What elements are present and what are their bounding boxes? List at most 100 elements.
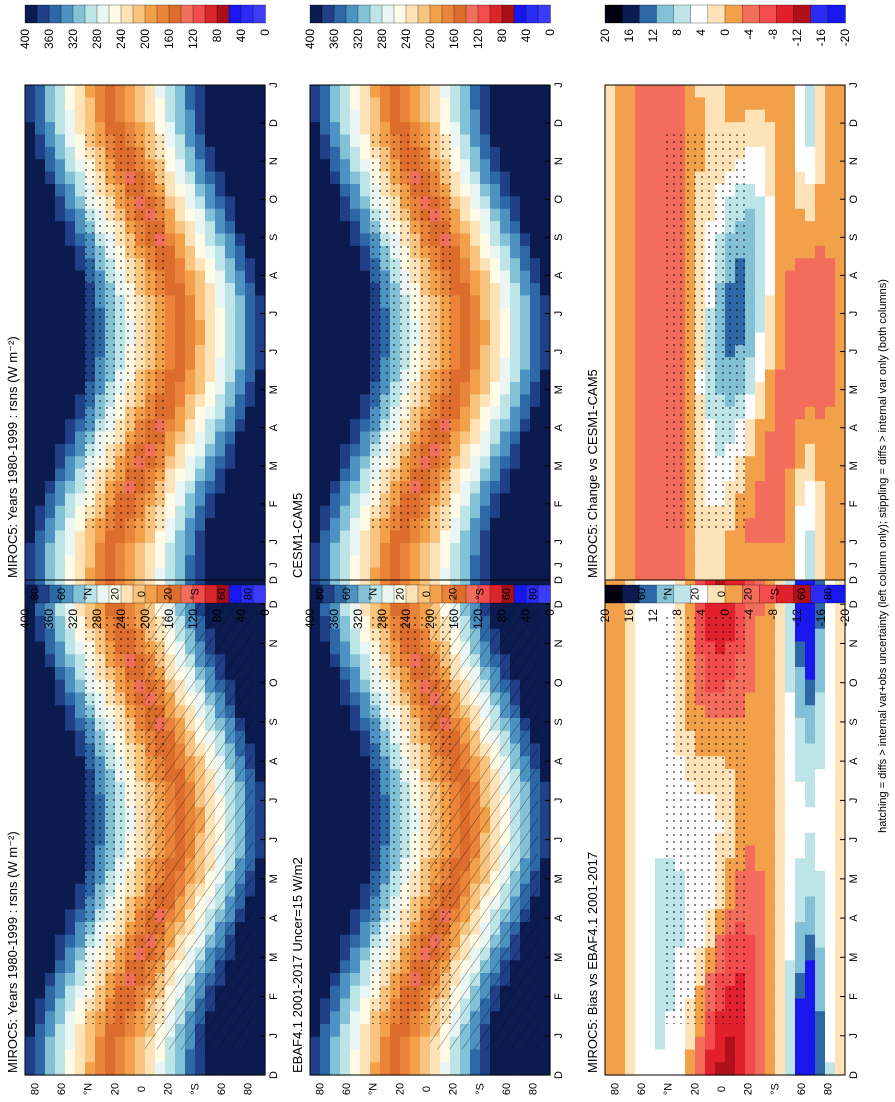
heatmap-cell <box>520 146 531 160</box>
heatmap-cell <box>500 369 511 383</box>
heatmap-cell <box>430 577 441 592</box>
heatmap-cell <box>490 295 501 309</box>
month-tick-label: A <box>268 423 280 431</box>
heatmap-cell <box>195 221 206 235</box>
heatmap-cell <box>500 382 511 395</box>
heatmap-cell <box>460 577 471 592</box>
colorbar-tick-label: 80 <box>210 29 224 43</box>
heatmap-cell <box>25 146 36 160</box>
heatmap-cell <box>520 122 531 136</box>
heatmap-cell <box>450 85 461 98</box>
heatmap-cell <box>310 832 321 847</box>
heatmap-cell <box>35 603 46 617</box>
heatmap-cell <box>185 122 196 136</box>
heatmap-cell <box>55 394 66 408</box>
heatmap-cell <box>540 1062 551 1076</box>
heatmap-cell <box>500 134 511 148</box>
heatmap-cell <box>470 221 481 235</box>
heatmap-cell <box>460 1049 471 1063</box>
heatmap-cell <box>530 357 541 371</box>
heatmap-cell <box>25 934 36 949</box>
heatmap-cell <box>510 382 521 395</box>
heatmap-cell <box>615 692 626 706</box>
heatmap-cell <box>805 858 816 872</box>
heatmap-cell <box>645 667 656 681</box>
lat-tick-label: 60 <box>216 1083 228 1095</box>
heatmap-cell <box>745 883 756 898</box>
heatmap-cell <box>400 97 411 111</box>
heatmap-cell <box>330 443 341 457</box>
heatmap-cell <box>645 871 656 885</box>
heatmap-cell <box>390 109 401 123</box>
heatmap-cell <box>655 692 666 706</box>
heatmap-cell <box>310 679 321 694</box>
heatmap-cell <box>225 456 236 470</box>
heatmap-cell <box>35 845 46 859</box>
heatmap-cell <box>835 883 846 898</box>
heatmap-cell <box>765 960 776 974</box>
heatmap-cell <box>530 406 541 420</box>
heatmap-cell <box>805 781 816 796</box>
heatmap-cell <box>235 505 246 519</box>
lat-tick-label: °N <box>83 1083 95 1095</box>
heatmap-cell <box>215 419 226 433</box>
heatmap-cell <box>350 258 361 272</box>
heatmap-cell <box>440 109 451 123</box>
colorbar-tick-label: 240 <box>399 609 413 629</box>
heatmap-cell <box>310 196 321 210</box>
heatmap-cell <box>360 332 371 346</box>
heatmap-cell <box>685 1036 696 1051</box>
heatmap-cell <box>765 603 776 617</box>
colorbar-tick-label: 200 <box>138 609 152 629</box>
heatmap-cell <box>330 146 341 160</box>
heatmap-cell <box>55 518 66 532</box>
heatmap-cell <box>75 270 86 284</box>
heatmap-cell <box>340 122 351 136</box>
heatmap-cell <box>255 743 266 757</box>
heatmap-cell <box>480 122 491 136</box>
heatmap-cell <box>45 283 56 296</box>
heatmap-cell <box>450 394 461 408</box>
heatmap-cell <box>320 344 331 358</box>
heatmap-cell <box>755 998 766 1012</box>
heatmap-cell <box>390 1036 401 1051</box>
heatmap-cell <box>340 357 351 371</box>
heatmap-cell <box>615 769 626 783</box>
heatmap-cell <box>255 1062 266 1076</box>
heatmap-cell <box>350 883 361 898</box>
heatmap-cell <box>825 794 836 808</box>
heatmap-cell <box>175 394 186 408</box>
heatmap-cell <box>35 616 46 630</box>
lat-tick-label: 0 <box>716 1086 728 1092</box>
heatmap-cell <box>765 718 776 732</box>
heatmap-cell <box>105 1062 116 1076</box>
heatmap-cell <box>45 481 56 494</box>
heatmap-cell <box>540 845 551 859</box>
heatmap-cell <box>350 1036 361 1051</box>
heatmap-cell <box>195 283 206 296</box>
heatmap-cell <box>480 406 491 420</box>
heatmap-cell <box>25 692 36 706</box>
heatmap-cell <box>360 245 371 259</box>
heatmap-cell <box>785 616 796 630</box>
heatmap-cell <box>625 1024 636 1038</box>
heatmap-cell <box>510 196 521 210</box>
heatmap-cell <box>55 807 66 821</box>
heatmap-cell <box>330 505 341 519</box>
heatmap-cell <box>45 603 56 617</box>
heatmap-cell <box>185 332 196 346</box>
heatmap-cell <box>635 858 646 872</box>
heatmap-cell <box>360 357 371 371</box>
heatmap-cell <box>625 654 636 668</box>
heatmap-cell <box>165 320 176 334</box>
heatmap-cell <box>625 743 636 757</box>
heatmap-cell <box>460 406 471 420</box>
heatmap-cell <box>255 794 266 808</box>
heatmap-cell <box>835 922 846 936</box>
heatmap-cell <box>350 493 361 507</box>
heatmap-cell <box>310 97 321 111</box>
heatmap-cell <box>245 1049 256 1063</box>
month-tick-label: J <box>268 82 280 88</box>
heatmap-cell <box>350 196 361 210</box>
heatmap-cell <box>320 258 331 272</box>
